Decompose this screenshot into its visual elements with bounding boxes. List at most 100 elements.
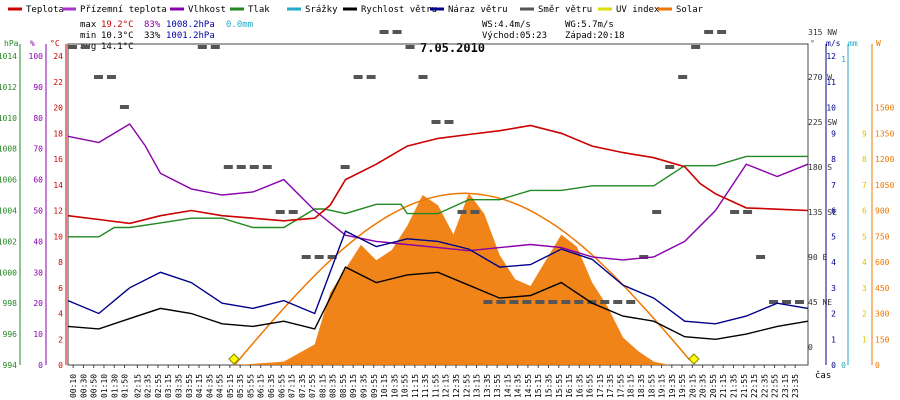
wind-gust-line <box>67 230 809 325</box>
y-tick-label: 80 <box>33 114 43 123</box>
sunset-marker <box>688 353 700 365</box>
uv-tick-label: 2 <box>862 310 867 319</box>
x-tick-label: 11:55 <box>431 374 440 398</box>
x-tick-label: 17:15 <box>596 374 605 398</box>
legend-label: UV index <box>616 5 660 15</box>
x-tick-label: 08:35 <box>329 374 338 398</box>
x-tick-label: 13:55 <box>493 374 502 398</box>
y-tick-label: 22 <box>53 78 63 87</box>
y-tick-label: 1012 <box>0 83 17 92</box>
y-tick-label: 994 <box>3 361 18 370</box>
y-tick-label: 20 <box>53 104 63 113</box>
legend-label: Teplota <box>26 5 64 15</box>
x-tick-label: 04:55 <box>216 374 225 398</box>
x-tick-label: 16:15 <box>565 374 574 398</box>
x-tick-label: 07:15 <box>288 374 297 398</box>
wind-dir-mark <box>561 300 571 304</box>
x-tick-label: 17:55 <box>616 374 625 398</box>
stat-wg: WG:5.7m/s <box>565 20 614 30</box>
x-tick-label: 09:15 <box>349 374 358 398</box>
wind-dir-mark <box>340 165 350 169</box>
uv-tick-label: 5 <box>862 232 867 241</box>
x-tick-label: 03:55 <box>185 374 194 398</box>
y-tick-label: 1004 <box>0 207 17 216</box>
x-tick-label: 14:15 <box>503 374 512 398</box>
wind-dir-tick: 90 E <box>808 253 827 262</box>
y-tick-label: 450 <box>875 284 890 293</box>
wind-dir-mark <box>704 30 714 34</box>
wind-dir-mark <box>535 300 545 304</box>
wind-dir-mark <box>769 300 779 304</box>
y-tick-label: 3 <box>831 284 836 293</box>
x-tick-label: 22:15 <box>750 374 759 398</box>
wind-dir-mark <box>379 30 389 34</box>
x-tick-label: 19:15 <box>658 374 667 398</box>
stat-sunrise: Východ:05:23 <box>482 31 547 41</box>
wind-dir-tick: 225 SW <box>808 118 837 127</box>
y-tick-label: 2 <box>58 335 63 344</box>
x-tick-label: 05:15 <box>226 374 235 398</box>
y-tick-label: 9 <box>831 129 836 138</box>
x-tick-label: 12:35 <box>452 374 461 398</box>
y-tick-label: 750 <box>875 232 890 241</box>
x-tick-label: 04:35 <box>205 374 214 398</box>
stat-max-label: max <box>80 20 97 30</box>
wind-speed-line <box>67 266 809 341</box>
wind-dir-mark <box>756 255 766 259</box>
wind-dir-mark <box>470 210 480 214</box>
y-tick-label: 14 <box>53 181 63 190</box>
legend-label: Tlak <box>248 5 270 15</box>
legend-label: Srážky <box>305 5 338 15</box>
y-tick-label: 0 <box>58 361 63 370</box>
x-tick-label: 16:35 <box>575 374 584 398</box>
y-tick-label: 1014 <box>0 52 17 61</box>
stat-max-hum: 83% <box>144 20 161 30</box>
y-tick-label: 10 <box>53 232 63 241</box>
x-tick-label: 04:15 <box>195 374 204 398</box>
y-tick-label: 6 <box>58 284 63 293</box>
x-tick-label: 21:35 <box>729 374 738 398</box>
x-tick-label: 02:55 <box>154 374 163 398</box>
y-tick-label: 1006 <box>0 176 17 185</box>
y-tick-label: 18 <box>53 129 63 138</box>
wind-dir-mark <box>418 75 428 79</box>
x-tick-label: 05:55 <box>246 374 255 398</box>
y-tick-label: 1002 <box>0 237 17 246</box>
y-axis-unit: hPa <box>4 39 19 48</box>
uv-tick-label: 8 <box>862 155 867 164</box>
y-tick-label: 16 <box>53 155 63 164</box>
wind-dir-mark <box>691 45 701 49</box>
plot-area <box>67 30 809 366</box>
x-tick-label: 07:55 <box>308 374 317 398</box>
x-tick-label: 23:15 <box>781 374 790 398</box>
solar-area <box>237 193 685 365</box>
stat-max-press: 1008.2hPa <box>166 20 215 30</box>
x-tick-label: 05:35 <box>236 374 245 398</box>
legend-label: Rychlost větru <box>361 5 437 15</box>
y-tick-label: 4 <box>58 310 63 319</box>
x-tick-label: 20:15 <box>688 374 697 398</box>
y-tick-label: 2 <box>831 310 836 319</box>
wind-dir-mark <box>652 210 662 214</box>
wind-dir-mark <box>665 165 675 169</box>
x-tick-label: 03:15 <box>164 374 173 398</box>
x-tick-label: 22:55 <box>771 374 780 398</box>
wind-dir-mark <box>327 255 337 259</box>
pressure-line <box>68 155 808 238</box>
y-tick-label: 8 <box>58 258 63 267</box>
y-tick-label: 300 <box>875 310 890 319</box>
wind-dir-mark <box>392 30 402 34</box>
legend-label: Solar <box>676 5 704 15</box>
x-tick-label: 19:35 <box>668 374 677 398</box>
stat-min-label: min <box>80 31 96 41</box>
x-tick-label: 23:35 <box>791 374 800 398</box>
y-tick-label: 60 <box>33 176 43 185</box>
wind-dir-mark <box>210 45 220 49</box>
x-tick-label: 18:55 <box>647 374 656 398</box>
y-tick-label: 1010 <box>0 114 17 123</box>
y-tick-label: 998 <box>3 299 18 308</box>
y-tick-label: 1 <box>841 55 846 64</box>
